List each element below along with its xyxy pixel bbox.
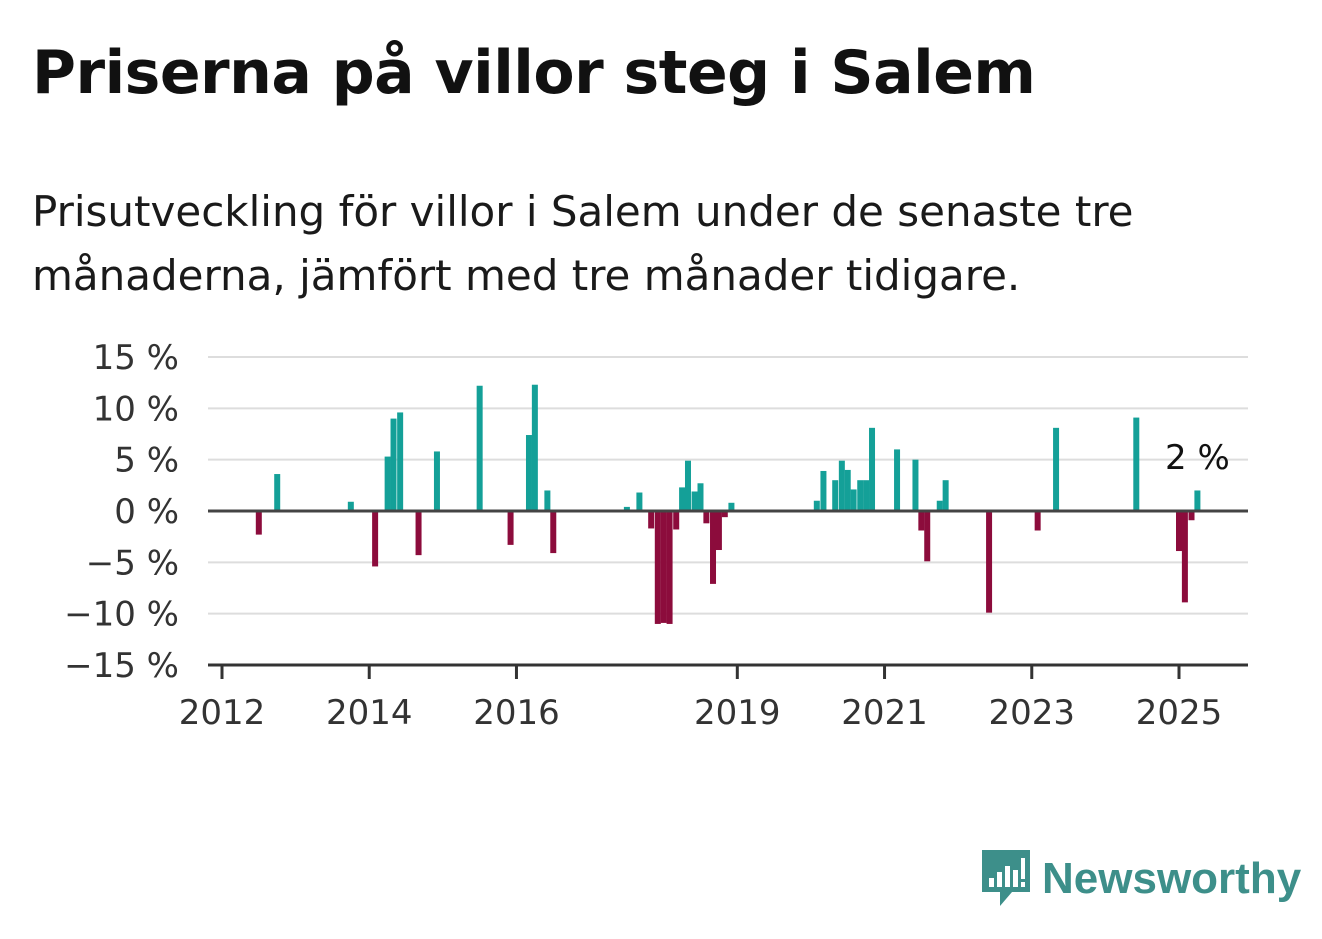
chart-title: Priserna på villor steg i Salem	[32, 38, 1036, 108]
bar	[390, 418, 397, 511]
bar	[415, 511, 422, 556]
bar	[691, 491, 698, 511]
bar	[986, 511, 993, 613]
y-tick-label: 15 %	[93, 338, 179, 378]
bar	[255, 511, 262, 535]
x-tick-label: 2023	[989, 693, 1076, 733]
bar	[1176, 511, 1182, 552]
newsworthy-logo: Newsworthy	[980, 848, 1301, 910]
bar	[507, 511, 514, 545]
bar	[525, 435, 532, 511]
bar	[531, 384, 538, 511]
bar	[703, 511, 710, 524]
bar	[1053, 427, 1060, 511]
bar	[863, 480, 870, 511]
y-tick-label: −10 %	[64, 595, 179, 635]
bar	[1188, 511, 1195, 521]
bar	[813, 500, 820, 511]
y-tick-label: 5 %	[114, 441, 179, 481]
x-tick-label: 2014	[326, 693, 413, 733]
bar	[936, 500, 943, 511]
bar	[869, 427, 876, 511]
bar	[832, 480, 839, 511]
y-tick-label: 0 %	[114, 492, 179, 532]
bar	[654, 511, 661, 624]
bar	[1133, 417, 1140, 511]
y-tick-label: 10 %	[93, 389, 179, 429]
bar	[1194, 490, 1201, 511]
bar	[857, 480, 864, 511]
bar	[918, 511, 925, 531]
x-tick-label: 2021	[841, 693, 928, 733]
bar-chart-speech-icon	[982, 850, 1030, 906]
x-tick-label: 2025	[1136, 693, 1223, 733]
bar	[347, 501, 354, 511]
bar	[544, 490, 551, 511]
bars	[255, 384, 1201, 624]
bar	[666, 511, 673, 624]
chart-subtitle: Prisutveckling för villor i Salem under …	[32, 187, 1134, 300]
bar	[912, 459, 919, 511]
bar	[372, 511, 379, 567]
bar	[721, 511, 728, 518]
bar	[820, 470, 827, 511]
bar	[397, 412, 404, 511]
bar	[384, 456, 391, 511]
bar	[838, 460, 845, 511]
bar	[623, 506, 630, 511]
brand-name: Newsworthy	[1042, 854, 1302, 903]
bar	[679, 487, 686, 511]
bar	[850, 489, 857, 511]
bar	[710, 511, 717, 584]
bar	[660, 511, 667, 623]
bar	[697, 483, 704, 511]
bar	[648, 511, 655, 529]
bar	[924, 511, 931, 562]
bar	[673, 511, 680, 530]
tick-labels: 15 % 10 % 5 % 0 % −5 % −10 % −15 %2012 2014 2016…	[64, 338, 1222, 733]
latest-value-label: 2 %	[1165, 438, 1230, 478]
bar	[1034, 511, 1041, 531]
y-tick-label: −15 %	[64, 646, 179, 686]
x-tick-label: 2016	[473, 693, 560, 733]
bar	[1181, 511, 1188, 603]
x-tick-label: 2012	[179, 693, 266, 733]
x-tick-label: 2019	[694, 693, 781, 733]
bar	[894, 449, 901, 511]
bar	[550, 511, 557, 554]
bar	[844, 469, 851, 511]
bar	[274, 474, 281, 511]
bar	[684, 460, 691, 511]
bar	[476, 385, 483, 511]
y-tick-label: −5 %	[86, 543, 179, 583]
bar	[433, 451, 440, 511]
bar	[942, 480, 949, 511]
bar	[636, 492, 643, 511]
bar	[715, 511, 722, 551]
bar	[728, 502, 735, 511]
axes	[208, 509, 1248, 679]
grid-lines	[208, 356, 1248, 615]
